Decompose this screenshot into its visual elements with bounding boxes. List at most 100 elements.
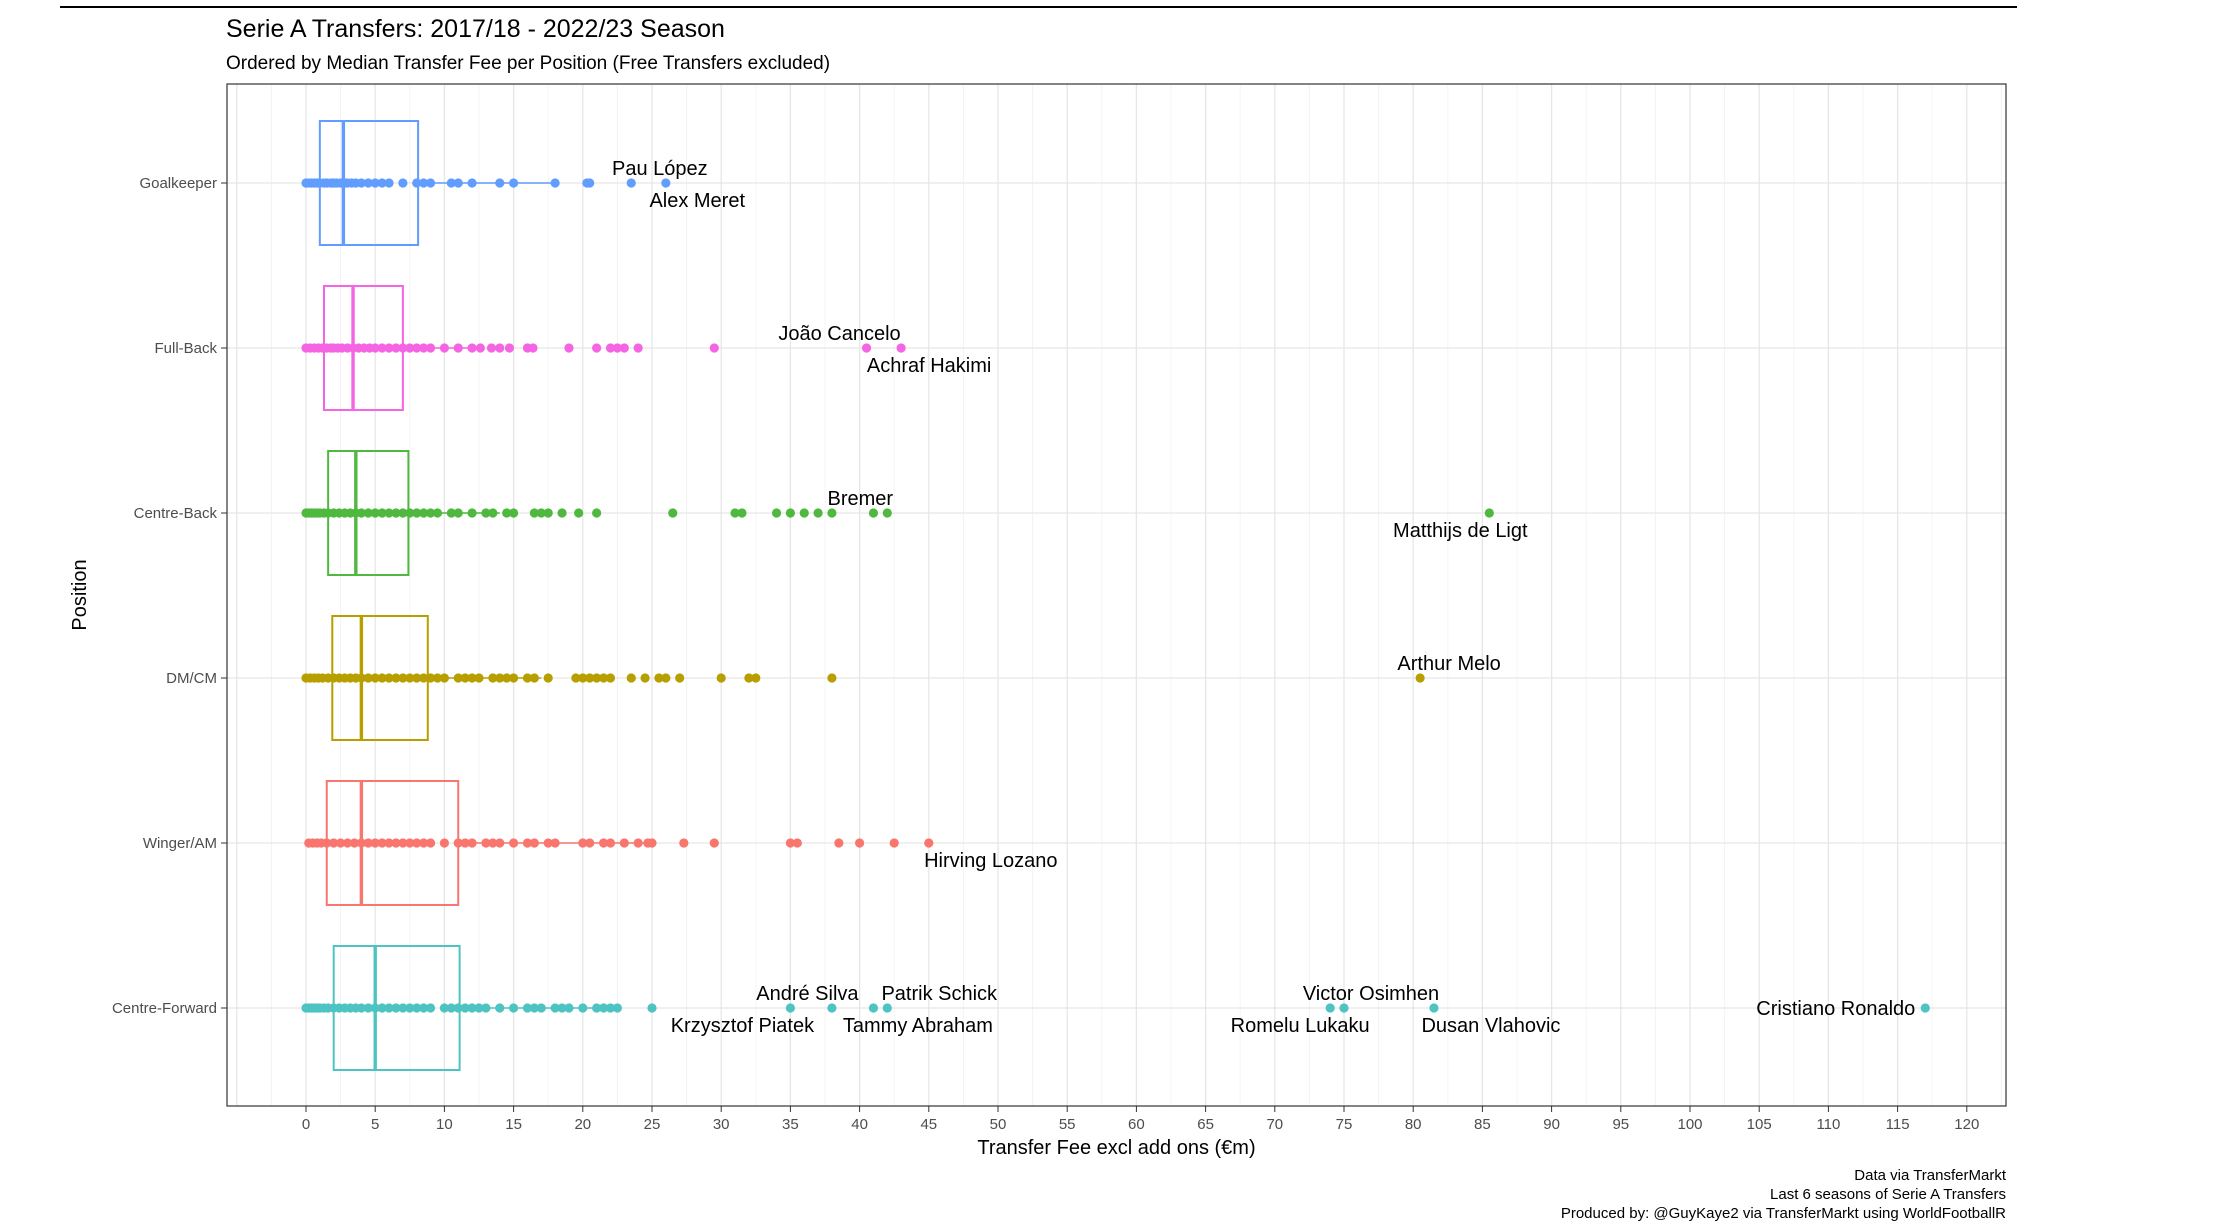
x-tick-label: 70 xyxy=(1266,1116,1283,1133)
full-back-point xyxy=(398,343,408,353)
centre-back-point xyxy=(827,508,837,518)
centre-forward-point xyxy=(1429,1003,1439,1013)
winger-am-point xyxy=(647,838,657,848)
centre-back-point xyxy=(412,508,422,518)
x-tick-label: 100 xyxy=(1677,1116,1702,1133)
full-back-point xyxy=(412,343,422,353)
goalkeeper-point xyxy=(356,178,366,188)
x-tick-label: 10 xyxy=(436,1116,453,1133)
point-label: Pau López xyxy=(612,158,708,180)
dm-cm-point xyxy=(675,673,685,683)
centre-back-point xyxy=(771,508,782,518)
dm-cm-point xyxy=(592,673,602,683)
goalkeeper-point xyxy=(453,178,463,188)
centre-forward-point xyxy=(370,1003,380,1013)
goalkeeper-point xyxy=(370,178,380,188)
centre-back-point xyxy=(432,508,443,518)
winger-am-point xyxy=(598,838,609,848)
centre-forward-point xyxy=(425,1003,436,1013)
dm-cm-point xyxy=(419,673,429,683)
centre-back-point xyxy=(574,508,584,518)
centre-back-point xyxy=(363,508,373,518)
centre-back-point xyxy=(481,508,491,518)
data-points xyxy=(301,178,1930,1013)
dm-cm-point xyxy=(474,673,484,683)
full-back-point xyxy=(405,343,415,353)
point-label: Achraf Hakimi xyxy=(867,355,991,377)
winger-am-point xyxy=(370,838,380,848)
winger-am-point xyxy=(467,838,477,848)
point-label: Romelu Lukaku xyxy=(1231,1015,1370,1037)
centre-forward-point xyxy=(536,1003,546,1013)
point-label: Arthur Melo xyxy=(1397,653,1500,675)
centre-forward-point xyxy=(647,1003,657,1013)
centre-forward-point xyxy=(419,1003,429,1013)
caption-line-3: Produced by: @GuyKaye2 via TransferMarkt… xyxy=(1561,1205,2006,1222)
centre-back-point xyxy=(446,508,456,518)
centre-back-point xyxy=(1484,508,1494,518)
centre-back-point xyxy=(536,508,546,518)
winger-am-point xyxy=(633,838,643,848)
centre-forward-point xyxy=(868,1003,879,1013)
winger-am-point xyxy=(785,838,796,848)
x-tick-label: 0 xyxy=(302,1116,310,1133)
full-back-point xyxy=(486,343,497,353)
full-back-point xyxy=(495,343,505,353)
x-tick-label: 40 xyxy=(851,1116,868,1133)
centre-forward-point xyxy=(412,1003,422,1013)
x-tick-label: 85 xyxy=(1474,1116,1491,1133)
centre-back-point xyxy=(425,508,436,518)
winger-am-point xyxy=(481,838,491,848)
centre-back-point xyxy=(799,508,809,518)
centre-back-point xyxy=(785,508,796,518)
dm-cm-point xyxy=(495,673,505,683)
x-tick-label: 75 xyxy=(1336,1116,1353,1133)
x-tick-label: 80 xyxy=(1405,1116,1422,1133)
full-back-point xyxy=(439,343,449,353)
chart-title: Serie A Transfers: 2017/18 - 2022/23 Sea… xyxy=(226,15,725,43)
winger-am-point xyxy=(543,838,553,848)
centre-back-point xyxy=(453,508,463,518)
caption-line-2: Last 6 seasons of Serie A Transfers xyxy=(1770,1186,2006,1203)
winger-am-point xyxy=(342,838,353,848)
centre-back-point xyxy=(370,508,380,518)
full-back-point xyxy=(391,343,401,353)
dm-cm-point xyxy=(578,673,588,683)
dm-cm-point xyxy=(827,673,837,683)
dm-cm-point xyxy=(585,673,595,683)
x-tick-label: 30 xyxy=(713,1116,730,1133)
dm-cm-point xyxy=(425,673,436,683)
winger-am-point xyxy=(398,838,408,848)
full-back-point xyxy=(605,343,616,353)
winger-am-point xyxy=(709,838,719,848)
full-back-point xyxy=(612,343,623,353)
centre-back-point xyxy=(356,508,366,518)
centre-back-point xyxy=(391,508,401,518)
centre-back-point xyxy=(592,508,602,518)
dm-cm-point xyxy=(598,673,609,683)
point-label: João Cancelo xyxy=(778,323,900,345)
centre-back-point xyxy=(377,508,387,518)
winger-am-point xyxy=(377,838,387,848)
dm-cm-point xyxy=(1415,673,1425,683)
winger-am-point xyxy=(924,838,934,848)
point-label: Tammy Abraham xyxy=(843,1015,993,1037)
winger-am-point xyxy=(529,838,539,848)
centre-forward-point xyxy=(612,1003,623,1013)
dm-cm-point xyxy=(384,673,394,683)
x-tick-label: 90 xyxy=(1543,1116,1560,1133)
dm-cm-point xyxy=(605,673,616,683)
goalkeeper-point xyxy=(412,178,422,188)
y-tick-label: DM/CM xyxy=(166,670,217,687)
goalkeeper-point xyxy=(467,178,477,188)
centre-back-point xyxy=(813,508,823,518)
centre-forward-point xyxy=(398,1003,408,1013)
dm-cm-point xyxy=(405,673,415,683)
goalkeeper-point xyxy=(398,178,408,188)
centre-back-point xyxy=(502,508,512,518)
centre-forward-point xyxy=(598,1003,609,1013)
goalkeeper-point xyxy=(363,178,373,188)
centre-forward-point xyxy=(1920,1003,1930,1013)
winger-am-point xyxy=(419,838,429,848)
centre-forward-point xyxy=(446,1003,456,1013)
